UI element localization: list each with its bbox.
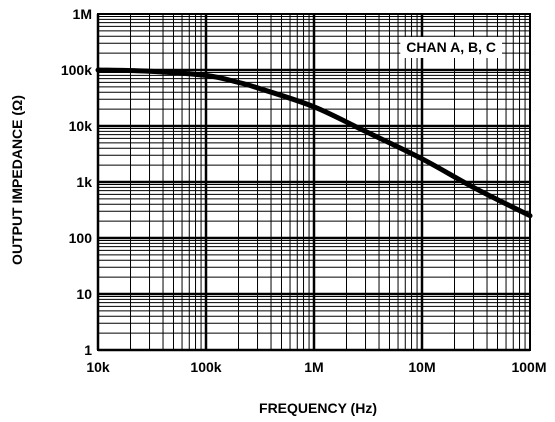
x-tick-label: 10k <box>86 359 110 375</box>
series-line-chan-abc <box>95 67 533 219</box>
x-axis-tick-labels: 10k 100k 1M 10M 100M <box>86 359 546 375</box>
y-axis-title: OUTPUT IMPEDANCE (Ω) <box>9 95 25 265</box>
x-tick-label: 100k <box>190 359 221 375</box>
y-tick-label: 1 <box>84 342 92 358</box>
y-tick-label: 10k <box>69 118 93 134</box>
y-axis-tick-labels: 1 10 100 1k 10k 100k 1M <box>61 6 92 358</box>
x-tick-label: 100M <box>511 359 546 375</box>
x-axis-title: FREQUENCY (Hz) <box>259 400 377 416</box>
plot-frame <box>97 13 531 351</box>
legend-entry: CHAN A, B, C <box>406 39 496 55</box>
x-tick-label: 10M <box>408 359 435 375</box>
y-tick-label: 100k <box>61 62 92 78</box>
legend-background <box>400 37 502 58</box>
y-tick-label: 100 <box>69 230 93 246</box>
y-tick-label: 1M <box>73 6 92 22</box>
x-tick-label: 1M <box>304 359 323 375</box>
legend: CHAN A, B, C <box>400 37 502 58</box>
y-tick-label: 1k <box>76 174 92 190</box>
y-tick-label: 10 <box>76 286 92 302</box>
